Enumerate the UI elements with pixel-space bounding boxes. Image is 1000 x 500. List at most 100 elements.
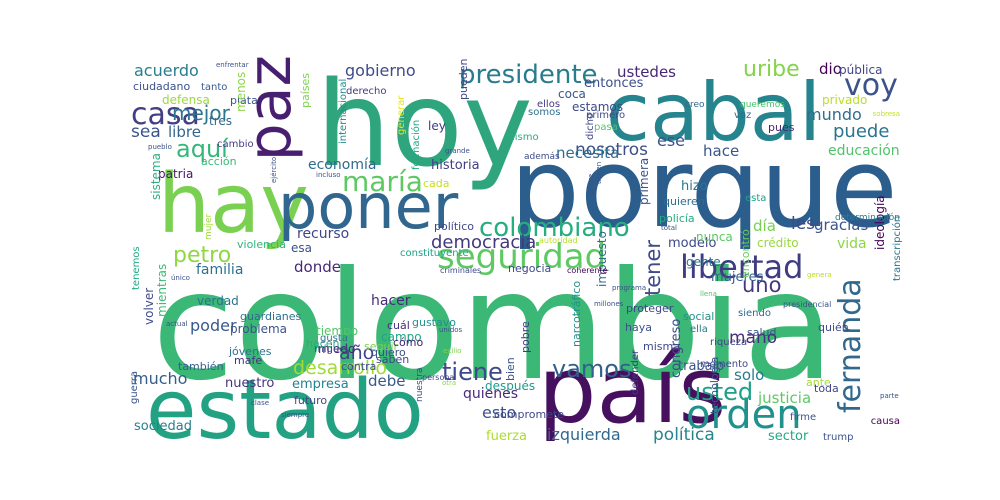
word-incluso: incluso bbox=[316, 171, 341, 179]
word-mismo: mismo bbox=[505, 132, 539, 143]
word-sector: sector bbox=[768, 429, 809, 444]
word-familia: familia bbox=[196, 262, 243, 278]
word-recurso: recurso bbox=[297, 226, 349, 242]
word-petro: petro bbox=[173, 243, 231, 268]
word-pobre: pobre bbox=[519, 321, 532, 353]
word-quienes: quienes bbox=[463, 386, 518, 402]
word-colombia: colombia bbox=[152, 240, 835, 414]
word-democracia: democracia bbox=[431, 232, 536, 253]
word-paz: paz bbox=[235, 55, 305, 161]
word-tiempo: tiempo bbox=[316, 324, 358, 338]
word-donde: donde bbox=[294, 258, 341, 276]
word-privado: privado bbox=[822, 93, 867, 107]
word-voz: voz bbox=[734, 110, 751, 121]
word-primero: primero bbox=[586, 110, 625, 121]
word-maría: maría bbox=[342, 165, 423, 198]
word-aquí: aquí bbox=[176, 135, 229, 163]
word-millones: millones bbox=[594, 300, 624, 308]
word-ustedes: ustedes bbox=[617, 63, 676, 81]
word-poder: poder bbox=[190, 316, 237, 335]
word-desarrollo: desarrollo bbox=[293, 357, 387, 379]
word-causa: causa bbox=[871, 416, 900, 427]
word-les: les bbox=[791, 214, 815, 234]
word-mujer: mujer bbox=[204, 213, 214, 240]
word-defender: defender bbox=[630, 349, 641, 395]
word-porque: porque bbox=[510, 124, 898, 252]
word-proteger: proteger bbox=[626, 302, 674, 315]
word-verdad: verdad bbox=[197, 294, 239, 308]
word-transcripción: transcripción bbox=[891, 216, 903, 281]
word-acuerdo: acuerdo bbox=[134, 61, 199, 80]
word-haya: haya bbox=[625, 321, 652, 334]
word-gustavo: gustavo bbox=[412, 316, 456, 329]
word-negocia: negocia bbox=[508, 262, 551, 275]
word-mundo: mundo bbox=[806, 105, 862, 124]
word-queremos: queremos bbox=[740, 100, 785, 110]
word-mientras: mientras bbox=[155, 264, 169, 317]
word-pasa: pasa bbox=[594, 122, 618, 133]
word-impuesto: impuesto bbox=[595, 231, 609, 287]
word-exilio: exilio bbox=[443, 347, 461, 355]
word-uribe: uribe bbox=[743, 57, 800, 82]
word-social: social bbox=[683, 310, 714, 323]
word-pueblo: pueblo bbox=[148, 143, 172, 151]
word-dicho: dicho bbox=[585, 113, 596, 140]
word-mano: mano bbox=[729, 328, 777, 348]
word-tienen: tienen bbox=[595, 162, 603, 184]
word-debe: debe bbox=[368, 372, 406, 390]
word-estamos: estamos bbox=[572, 100, 623, 114]
word-firme: firme bbox=[790, 412, 816, 423]
word-estado: estado bbox=[146, 363, 424, 458]
word-político: político bbox=[434, 220, 474, 233]
word-pública: pública bbox=[839, 63, 882, 77]
word-total: total bbox=[661, 224, 677, 232]
word-vida: vida bbox=[837, 236, 867, 252]
word-defensa: defensa bbox=[162, 93, 210, 107]
word-programa: programa bbox=[612, 284, 646, 292]
word-menos: menos bbox=[234, 72, 248, 112]
word-tener: tener bbox=[641, 240, 665, 296]
word-contra: contra bbox=[341, 360, 376, 373]
word-generar: generar bbox=[396, 95, 407, 135]
word-quiero: quiero bbox=[371, 346, 406, 359]
word-esta: esta bbox=[745, 193, 766, 204]
word-esto: esto bbox=[482, 403, 516, 422]
word-fernanda: fernanda bbox=[833, 278, 868, 413]
word-guerra: guerra bbox=[129, 371, 140, 404]
word-ejército: ejército bbox=[270, 157, 278, 183]
word-hay: hay bbox=[158, 157, 309, 252]
word-internacional: internacional bbox=[338, 79, 349, 144]
word-año: año bbox=[339, 342, 374, 364]
word-quiere: quiere bbox=[587, 174, 595, 196]
word-gobierno: gobierno bbox=[345, 61, 416, 80]
word-riqueza: riqueza bbox=[710, 337, 747, 348]
word-pueden: pueden bbox=[457, 59, 470, 100]
word-tres: tres bbox=[209, 114, 232, 128]
word-gracias: gracias bbox=[814, 216, 868, 234]
word-entonces: entonces bbox=[584, 76, 644, 91]
word-poner: poner bbox=[278, 170, 459, 243]
word-cambio: cambio bbox=[217, 139, 254, 150]
word-fuerza: fuerza bbox=[486, 429, 527, 444]
word-siendo: siendo bbox=[738, 308, 771, 319]
word-plata: plata bbox=[230, 94, 258, 107]
word-acción: acción bbox=[201, 155, 237, 168]
word-otra: otra bbox=[442, 379, 456, 387]
word-cabal: cabal bbox=[606, 66, 821, 159]
word-orden: orden bbox=[686, 392, 802, 438]
word-tenemos: tenemos bbox=[131, 246, 142, 290]
word-nuestra: nuestra bbox=[415, 368, 425, 402]
word-determinación: determinación bbox=[835, 212, 900, 223]
word-ideología: ideología bbox=[873, 195, 887, 250]
word-hoy: hoy bbox=[316, 55, 533, 193]
word-después: después bbox=[485, 379, 535, 393]
word-compromete: compromete bbox=[494, 408, 564, 421]
word-trump: trump bbox=[823, 432, 853, 443]
word-cada: cada bbox=[423, 177, 450, 190]
word-puede: puede bbox=[833, 121, 889, 142]
word-narcotráfico: narcotráfico bbox=[570, 281, 583, 347]
word-enfrentar: enfrentar bbox=[216, 61, 249, 69]
word-parte: parte bbox=[880, 392, 899, 400]
word-libertad: libertad bbox=[680, 248, 803, 286]
word-día: día bbox=[753, 217, 776, 235]
